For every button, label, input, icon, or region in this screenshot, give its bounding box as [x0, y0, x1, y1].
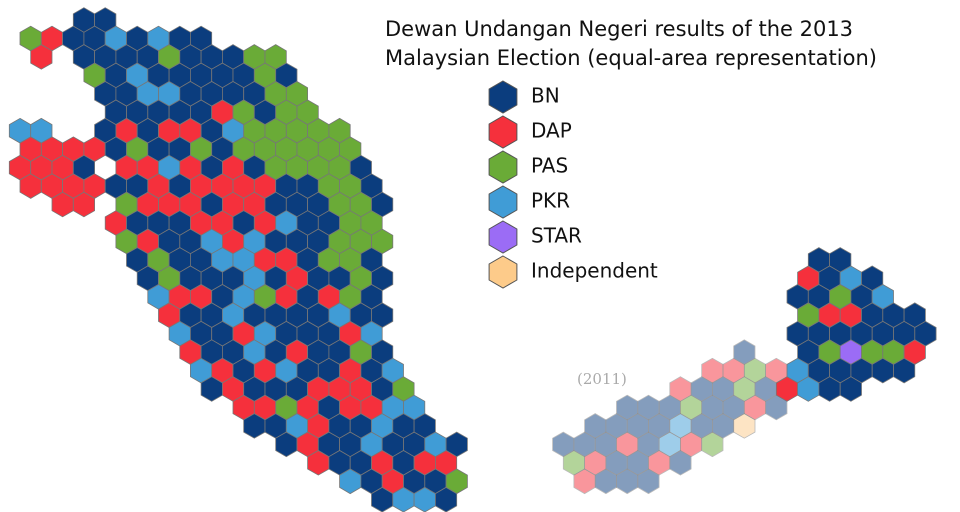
legend: BN DAP PAS PKR STAR Independent	[488, 80, 658, 289]
legend-swatch	[488, 185, 518, 219]
annotation: (2011)	[577, 370, 627, 388]
seat-hex	[669, 450, 692, 476]
legend-swatch	[488, 150, 518, 184]
seat-hex	[893, 357, 916, 384]
legend-label: PKR	[531, 189, 570, 213]
legend-label: BN	[531, 84, 560, 108]
hex-map	[8, 7, 937, 512]
seat-hex	[637, 468, 660, 495]
seat-hex	[839, 376, 862, 402]
legend-swatch	[488, 255, 518, 289]
legend-label: Independent	[531, 259, 658, 283]
legend-swatch	[488, 80, 518, 114]
seat-hex	[30, 44, 53, 70]
legend-swatch	[488, 220, 518, 254]
legend-label: PAS	[531, 154, 568, 178]
legend-label: STAR	[531, 224, 582, 248]
legend-swatch	[488, 115, 518, 149]
seat-hex	[72, 191, 95, 218]
legend-label: DAP	[531, 119, 572, 143]
title-line: Dewan Undangan Negeri results of the 201…	[385, 17, 853, 41]
title-line: Malaysian Election (equal-area represent…	[385, 46, 877, 70]
seat-hex	[701, 431, 724, 458]
seat-hex	[733, 413, 756, 439]
seat-hex	[434, 486, 458, 512]
seat-hex	[765, 394, 788, 421]
